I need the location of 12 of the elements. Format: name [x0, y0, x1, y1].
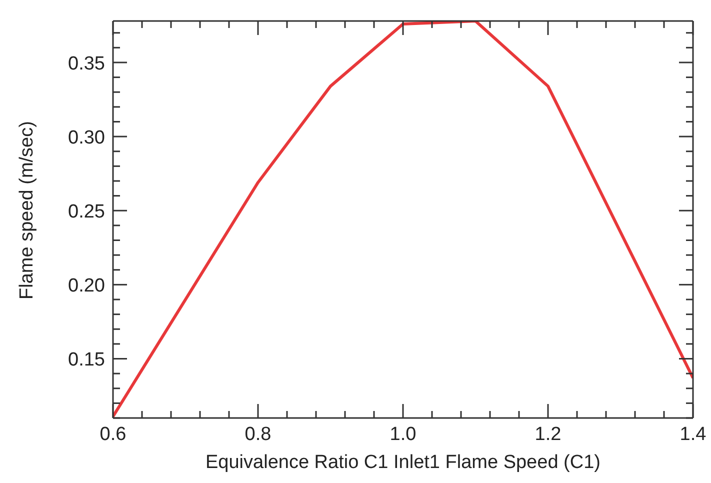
- x-tick-label: 1.2: [534, 424, 562, 445]
- x-tick-label: 0.6: [100, 424, 126, 445]
- x-tick-label: 0.8: [244, 424, 272, 445]
- x-axis-title: Equivalence Ratio C1 Inlet1 Flame Speed (C1): [206, 452, 600, 473]
- x-tick-label: 1.4: [680, 424, 707, 445]
- y-tick-label: 0.35: [68, 53, 105, 74]
- y-tick-label: 0.20: [68, 276, 105, 297]
- x-tick-label: 1.0: [390, 424, 416, 445]
- y-axis-title: Flame speed (m/sec): [16, 121, 38, 300]
- y-tick-label: 0.30: [68, 128, 105, 149]
- y-tick-label: 0.25: [68, 202, 105, 223]
- y-tick-label: 0.15: [68, 350, 105, 371]
